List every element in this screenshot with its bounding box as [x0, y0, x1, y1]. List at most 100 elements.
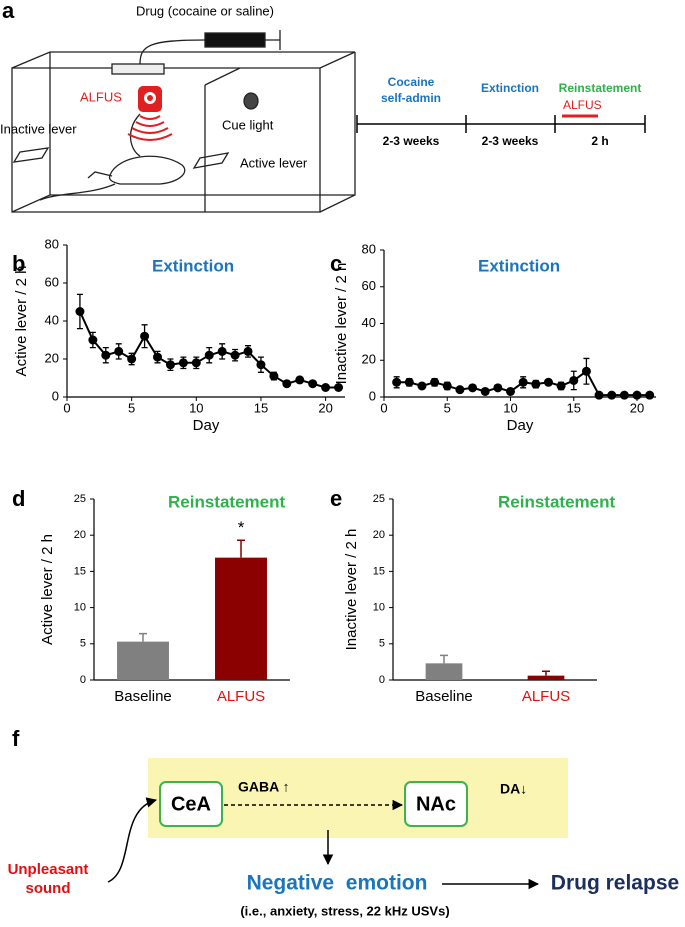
x-tick-label: 10	[503, 400, 517, 415]
error-bar	[139, 632, 147, 642]
x-tick-label: 20	[318, 400, 332, 415]
y-tick-label: 60	[45, 274, 59, 289]
ultrasound-device	[127, 86, 173, 141]
x-tick-label: 15	[254, 400, 268, 415]
point	[75, 307, 85, 316]
phase-name: self-admin	[381, 91, 441, 105]
y-tick-label: 5	[379, 638, 385, 650]
point	[127, 354, 137, 364]
point	[101, 350, 111, 360]
point	[392, 377, 402, 387]
panel-label: f	[12, 726, 20, 751]
cue-light-label: Cue light	[222, 117, 274, 132]
point	[594, 390, 604, 400]
point	[204, 350, 214, 360]
point	[518, 377, 528, 387]
point	[531, 379, 541, 389]
error-bar	[237, 539, 245, 558]
point	[282, 379, 292, 389]
point	[455, 385, 465, 395]
point	[645, 390, 655, 400]
y-tick-label: 5	[80, 638, 86, 650]
y-axis-label: Inactive lever / 2 h	[343, 529, 360, 651]
x-tick-label: 5	[444, 400, 451, 415]
point	[114, 346, 124, 356]
bar	[425, 663, 463, 680]
point	[430, 377, 440, 387]
point	[632, 390, 642, 400]
point	[191, 358, 201, 368]
point	[217, 346, 227, 356]
error-bar	[542, 670, 550, 676]
y-tick-label: 20	[45, 350, 59, 365]
nac-label: NAc	[416, 793, 456, 815]
y-tick-label: 25	[373, 493, 385, 505]
point	[607, 390, 617, 400]
panel-label: d	[12, 486, 25, 511]
point	[295, 375, 305, 385]
point	[140, 331, 150, 341]
y-axis-label: Active lever / 2 h	[13, 266, 30, 377]
panel-label: c	[330, 251, 342, 276]
point	[442, 381, 452, 391]
y-axis-label: Active lever / 2 h	[39, 534, 56, 645]
alfus-label: ALFUS	[80, 89, 122, 104]
y-tick-label: 40	[45, 312, 59, 327]
y-tick-label: 15	[74, 565, 86, 577]
gaba-label: GABA ↑	[238, 779, 290, 795]
cea-label: CeA	[171, 793, 211, 815]
point	[308, 379, 318, 389]
phase-duration: 2-3 weeks	[383, 134, 440, 148]
point	[556, 381, 566, 391]
chart-title: Reinstatement	[168, 492, 285, 511]
y-tick-label: 0	[379, 674, 385, 686]
x-tick-label: 20	[630, 400, 644, 415]
x-tick-label: 10	[189, 400, 203, 415]
point	[619, 390, 629, 400]
y-tick-label: 20	[362, 352, 376, 367]
point	[88, 335, 98, 345]
y-tick-label: 25	[74, 493, 86, 505]
inactive-lever-label: Inactive lever	[0, 121, 77, 136]
y-tick-label: 80	[362, 241, 376, 256]
y-tick-label: 20	[74, 529, 86, 541]
point	[404, 377, 414, 387]
point	[493, 383, 503, 393]
point	[230, 350, 240, 360]
point	[321, 383, 331, 392]
chart-title: Extinction	[478, 256, 560, 275]
arrow	[107, 797, 158, 883]
point	[243, 346, 253, 356]
y-tick-label: 10	[373, 602, 385, 614]
x-tick-label: 0	[63, 400, 70, 415]
y-tick-label: 40	[362, 315, 376, 330]
active-lever-label: Active lever	[240, 155, 308, 170]
x-axis-label: Day	[193, 417, 220, 434]
y-tick-label: 0	[369, 388, 376, 403]
point	[480, 386, 490, 396]
point	[178, 358, 188, 368]
point	[334, 383, 344, 392]
x-tick-label: Baseline	[114, 688, 172, 705]
point	[581, 366, 591, 376]
x-tick-label: ALFUS	[522, 688, 570, 705]
y-tick-label: 80	[45, 236, 59, 251]
drug-label: Drug (cocaine or saline)	[136, 3, 274, 18]
y-tick-label: 15	[373, 565, 385, 577]
bar	[215, 557, 267, 680]
phase-name: Reinstatement	[559, 81, 642, 95]
point	[417, 381, 427, 391]
examples-label: (i.e., anxiety, stress, 22 kHz USVs)	[240, 903, 449, 918]
y-tick-label: 0	[52, 388, 59, 403]
annotation: *	[238, 518, 245, 537]
phase-duration: 2 h	[591, 134, 608, 148]
panel-label: e	[330, 486, 342, 511]
x-tick-label: 5	[128, 400, 135, 415]
emotion-label: Negative emotion	[247, 872, 428, 895]
x-axis-label: Day	[507, 417, 534, 434]
phase-name: Cocaine	[388, 75, 435, 89]
sound-label: Unpleasant	[8, 861, 89, 878]
phase-duration: 2-3 weeks	[482, 134, 539, 148]
point	[543, 377, 553, 387]
y-tick-label: 20	[373, 529, 385, 541]
